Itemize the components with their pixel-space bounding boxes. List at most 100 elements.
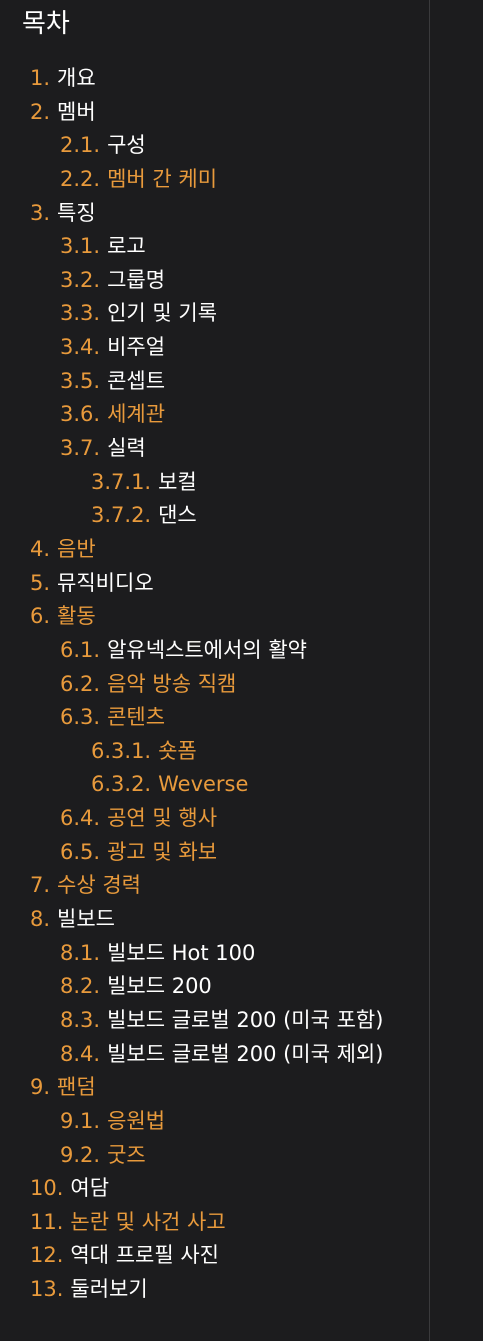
toc-item-label[interactable]: 광고 및 화보 bbox=[107, 839, 218, 864]
toc-item[interactable]: 5. 뮤직비디오 bbox=[0, 567, 383, 601]
toc-item[interactable]: 3.7.2. 댄스 bbox=[0, 499, 383, 533]
toc-item-number[interactable]: 6.5. bbox=[60, 839, 101, 864]
toc-item[interactable]: 4. 음반 bbox=[0, 533, 383, 567]
toc-item[interactable]: 6.5. 광고 및 화보 bbox=[0, 836, 383, 870]
toc-item-number[interactable]: 9.1. bbox=[60, 1108, 101, 1133]
toc-item-number[interactable]: 8.4. bbox=[60, 1041, 101, 1066]
toc-item-label[interactable]: 세계관 bbox=[107, 402, 166, 427]
toc-item[interactable]: 3.7. 실력 bbox=[0, 432, 383, 466]
toc-item-number[interactable]: 2. bbox=[30, 99, 51, 124]
toc-item[interactable]: 11. 논란 및 사건 사고 bbox=[0, 1206, 383, 1240]
toc-item-label: 빌보드 글로벌 200 (미국 포함) bbox=[107, 1007, 384, 1032]
toc-item-number[interactable]: 3.4. bbox=[60, 335, 101, 360]
toc-item-number[interactable]: 8. bbox=[30, 907, 51, 932]
toc-item[interactable]: 10. 여담 bbox=[0, 1172, 383, 1206]
toc-item[interactable]: 12. 역대 프로필 사진 bbox=[0, 1239, 383, 1273]
toc-item-label[interactable]: 음악 방송 직캠 bbox=[107, 671, 237, 696]
toc-item-number[interactable]: 11. bbox=[30, 1209, 64, 1234]
toc-item-label[interactable]: 수상 경력 bbox=[57, 873, 142, 898]
toc-item[interactable]: 13. 둘러보기 bbox=[0, 1273, 383, 1307]
toc-item-number[interactable]: 9.2. bbox=[60, 1142, 101, 1167]
toc-item[interactable]: 6.4. 공연 및 행사 bbox=[0, 802, 383, 836]
toc-item-label[interactable]: 팬덤 bbox=[57, 1075, 96, 1100]
toc-item-label: 인기 및 기록 bbox=[107, 301, 218, 326]
toc-item[interactable]: 8.3. 빌보드 글로벌 200 (미국 포함) bbox=[0, 1004, 383, 1038]
toc-item-number[interactable]: 6.1. bbox=[60, 637, 101, 662]
toc-item-number[interactable]: 7. bbox=[30, 873, 51, 898]
toc-item[interactable]: 8.4. 빌보드 글로벌 200 (미국 제외) bbox=[0, 1038, 383, 1072]
toc-item-number[interactable]: 5. bbox=[30, 570, 51, 595]
toc-item-number[interactable]: 3.3. bbox=[60, 301, 101, 326]
toc-item-number[interactable]: 6.3.1. bbox=[91, 738, 152, 763]
toc-item[interactable]: 6.3.2. Weverse bbox=[0, 768, 383, 802]
toc-item-number[interactable]: 9. bbox=[30, 1075, 51, 1100]
toc-item[interactable]: 8.2. 빌보드 200 bbox=[0, 970, 383, 1004]
toc-item-label: 댄스 bbox=[158, 503, 197, 528]
toc-item[interactable]: 6. 활동 bbox=[0, 600, 383, 634]
toc-item-label[interactable]: 논란 및 사건 사고 bbox=[70, 1209, 226, 1234]
toc-item-number[interactable]: 6. bbox=[30, 604, 51, 629]
toc-item-number[interactable]: 3.7.2. bbox=[91, 503, 152, 528]
toc-item-label: 실력 bbox=[107, 436, 146, 461]
toc-item-label: 보컬 bbox=[158, 469, 197, 494]
toc-item[interactable]: 8. 빌보드 bbox=[0, 903, 383, 937]
toc-item-label[interactable]: 활동 bbox=[57, 604, 96, 629]
toc-item-number[interactable]: 3.7. bbox=[60, 436, 101, 461]
toc-item-number[interactable]: 3.2. bbox=[60, 267, 101, 292]
toc-item[interactable]: 2. 멤버 bbox=[0, 96, 383, 130]
toc-item-number[interactable]: 3.7.1. bbox=[91, 469, 152, 494]
toc-item-number[interactable]: 3.1. bbox=[60, 234, 101, 259]
toc-item[interactable]: 3. 특징 bbox=[0, 197, 383, 231]
toc-item-label: 알유넥스트에서의 활약 bbox=[107, 637, 307, 662]
toc-item-number[interactable]: 2.1. bbox=[60, 133, 101, 158]
toc-item-number[interactable]: 8.2. bbox=[60, 974, 101, 999]
toc-item[interactable]: 8.1. 빌보드 Hot 100 bbox=[0, 937, 383, 971]
toc-item-number[interactable]: 2.2. bbox=[60, 166, 101, 191]
toc-list: 1. 개요 2. 멤버 2.1. 구성 2.2. 멤버 간 케미 3. 특징 3.1. 로고 3.2. 그… bbox=[0, 62, 383, 1307]
toc-item[interactable]: 3.5. 콘셉트 bbox=[0, 365, 383, 399]
toc-item-label: 콘셉트 bbox=[107, 368, 166, 393]
toc-item-label[interactable]: 굿즈 bbox=[107, 1142, 146, 1167]
toc-item-label: 특징 bbox=[57, 200, 96, 225]
toc-item[interactable]: 9.2. 굿즈 bbox=[0, 1139, 383, 1173]
toc-item[interactable]: 9.1. 응원법 bbox=[0, 1105, 383, 1139]
toc-item[interactable]: 6.1. 알유넥스트에서의 활약 bbox=[0, 634, 383, 668]
toc-item[interactable]: 9. 팬덤 bbox=[0, 1071, 383, 1105]
toc-item[interactable]: 2.2. 멤버 간 케미 bbox=[0, 163, 383, 197]
toc-item[interactable]: 1. 개요 bbox=[0, 62, 383, 96]
toc-item-label[interactable]: Weverse bbox=[158, 772, 249, 797]
toc-item-number[interactable]: 8.1. bbox=[60, 940, 101, 965]
toc-item[interactable]: 6.2. 음악 방송 직캠 bbox=[0, 668, 383, 702]
toc-item-label[interactable]: 응원법 bbox=[107, 1108, 166, 1133]
toc-item-number[interactable]: 6.4. bbox=[60, 806, 101, 831]
toc-item-label[interactable]: 숏폼 bbox=[158, 738, 197, 763]
toc-item-number[interactable]: 13. bbox=[30, 1277, 64, 1302]
toc-item-number[interactable]: 3. bbox=[30, 200, 51, 225]
toc-item[interactable]: 2.1. 구성 bbox=[0, 129, 383, 163]
toc-item[interactable]: 3.3. 인기 및 기록 bbox=[0, 297, 383, 331]
toc-item-label[interactable]: 멤버 간 케미 bbox=[107, 166, 218, 191]
toc-item[interactable]: 3.4. 비주얼 bbox=[0, 331, 383, 365]
toc-item[interactable]: 3.6. 세계관 bbox=[0, 398, 383, 432]
toc-item-number[interactable]: 1. bbox=[30, 66, 51, 90]
toc-item-number[interactable]: 6.3.2. bbox=[91, 772, 152, 797]
toc-item-label: 비주얼 bbox=[107, 335, 166, 360]
toc-item-number[interactable]: 10. bbox=[30, 1176, 64, 1201]
toc-item-number[interactable]: 6.3. bbox=[60, 705, 101, 730]
toc-item[interactable]: 3.1. 로고 bbox=[0, 230, 383, 264]
toc-item[interactable]: 3.2. 그룹명 bbox=[0, 264, 383, 298]
toc-item-label[interactable]: 음반 bbox=[57, 536, 96, 561]
toc-item-label[interactable]: 공연 및 행사 bbox=[107, 806, 218, 831]
table-of-contents: 목차 1. 개요 2. 멤버 2.1. 구성 2.2. 멤버 간 케미 3. 특징 3.1. 로고 3.… bbox=[0, 0, 430, 1341]
toc-item[interactable]: 6.3. 콘텐츠 bbox=[0, 701, 383, 735]
toc-item-number[interactable]: 8.3. bbox=[60, 1007, 101, 1032]
toc-item-number[interactable]: 6.2. bbox=[60, 671, 101, 696]
toc-item-label[interactable]: 콘텐츠 bbox=[107, 705, 166, 730]
toc-item-number[interactable]: 3.6. bbox=[60, 402, 101, 427]
toc-item-number[interactable]: 3.5. bbox=[60, 368, 101, 393]
toc-item[interactable]: 3.7.1. 보컬 bbox=[0, 466, 383, 500]
toc-item-number[interactable]: 4. bbox=[30, 536, 51, 561]
toc-item[interactable]: 7. 수상 경력 bbox=[0, 869, 383, 903]
toc-item-number[interactable]: 12. bbox=[30, 1243, 64, 1268]
toc-item[interactable]: 6.3.1. 숏폼 bbox=[0, 735, 383, 769]
